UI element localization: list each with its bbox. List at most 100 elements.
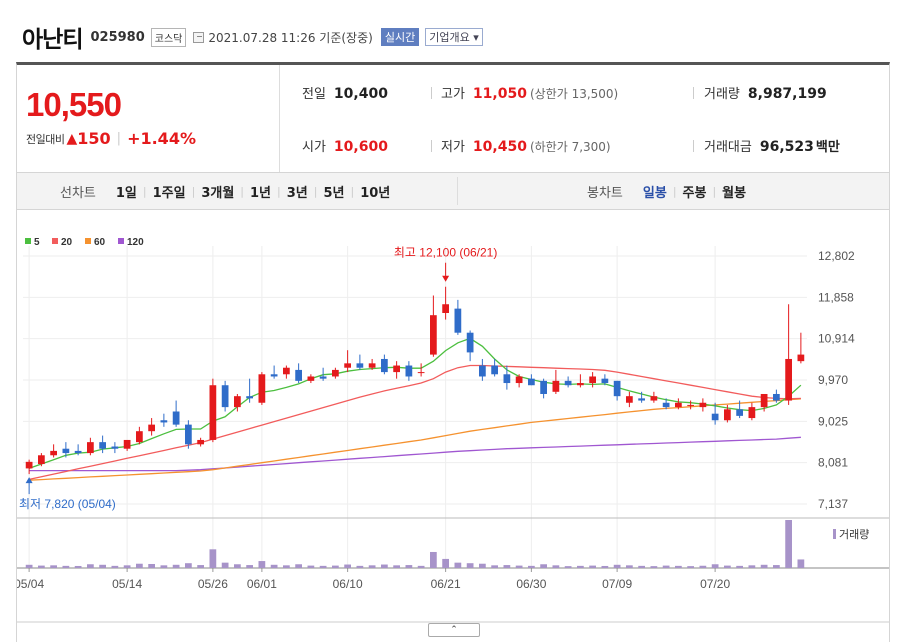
x-tick-label: 07/09 (602, 577, 632, 591)
volume-bar (430, 551, 437, 568)
company-info-button[interactable]: 기업개요 ▾ (425, 28, 483, 46)
candle-body (209, 385, 217, 440)
candle-body (503, 374, 511, 384)
candle-body (160, 420, 168, 423)
candle-body (699, 402, 707, 408)
stock-header: 아난티 025980 코스닥 2021.07.28 11:26 기준(장중) 실… (22, 22, 483, 53)
volume-bar (454, 562, 462, 568)
volume-label: 거래량 (704, 87, 740, 102)
volume-bar (601, 565, 609, 568)
market-badge: 코스닥 (150, 27, 187, 47)
volume-legend-label: 거래량 (839, 528, 869, 541)
ma5-line (28, 337, 802, 470)
y-tick-label: 8,081 (818, 456, 848, 470)
high-stat: 고가 11,050 (상한가 13,500) (441, 83, 618, 102)
candle-body (344, 363, 351, 368)
volume-bar (209, 549, 217, 568)
upper-limit: (상한가 13,500) (529, 87, 619, 101)
change-divider: | (116, 131, 122, 146)
candle-body (650, 396, 658, 401)
realtime-button[interactable]: 실시간 (380, 28, 420, 46)
volume-legend-swatch (833, 529, 836, 539)
volume-value: 8,987,199 (747, 86, 827, 102)
company-info-label: 기업개요 (429, 31, 470, 44)
quote-box: 10,550 전일대비 ▲ 150 | +1.44% 전일 10,400 고가 … (16, 62, 890, 172)
line-period-tab-4[interactable]: 3년 (286, 185, 308, 201)
volume-bar (381, 564, 388, 568)
collapse-button[interactable]: ⌃ (428, 623, 480, 637)
stock-code: 025980 (90, 29, 145, 45)
current-price: 10,550 (26, 86, 122, 123)
x-tick-label: 07/20 (700, 577, 730, 591)
volume-bar (332, 565, 339, 568)
candle-period-tab-2[interactable]: 월봉 (722, 185, 747, 201)
candle-body (258, 374, 266, 403)
volume-bar (368, 565, 376, 568)
volume-bar (405, 565, 413, 568)
y-tick-label: 12,802 (818, 249, 855, 263)
candle-body (577, 383, 584, 386)
low-label: 저가 (441, 140, 465, 155)
stat-divider (431, 87, 432, 99)
period-separator: | (313, 184, 318, 198)
ma120-line (29, 436, 801, 472)
candle-body (62, 448, 70, 454)
candle-body (797, 354, 805, 362)
candle-body (356, 363, 364, 368)
candle-period-tab-1[interactable]: 주봉 (682, 185, 707, 201)
line-period-tab-1[interactable]: 1주일 (152, 185, 186, 201)
volume-bar (638, 565, 645, 568)
high-value: 11,050 (472, 86, 527, 102)
volume-bar (613, 564, 621, 568)
volume-bar (38, 565, 45, 568)
line-period-tab-2[interactable]: 3개월 (201, 185, 235, 201)
volume-bar (687, 566, 694, 568)
y-tick-label: 7,137 (818, 497, 848, 511)
amount-stat: 거래대금 96,523 백만 (704, 136, 840, 155)
period-divider (457, 177, 458, 205)
volume-bar (540, 564, 547, 568)
candle-body (613, 380, 621, 397)
volume-bar (626, 565, 633, 568)
candle-body (564, 380, 572, 386)
candle-chart-periods: 봉차트 일봉 | 주봉 | 월봉 (587, 173, 752, 209)
volume-bar (675, 565, 682, 568)
candle-body (123, 439, 131, 449)
volume-bar (62, 565, 70, 568)
volume-bar (699, 565, 707, 568)
line-period-tab-3[interactable]: 1년 (250, 185, 272, 201)
x-tick-label: 05/14 (112, 577, 142, 591)
volume-bar (577, 565, 584, 568)
high-arrow-head (442, 275, 450, 282)
prev-close-label: 전일 (302, 87, 326, 102)
line-period-tab-6[interactable]: 10년 (360, 185, 391, 201)
candle-body (368, 363, 376, 368)
price-panel: 10,550 전일대비 ▲ 150 | +1.44% (17, 65, 280, 172)
candle-body (111, 446, 119, 449)
volume-bar (319, 565, 327, 568)
volume-bar (417, 565, 425, 568)
change-value: 150 (77, 129, 111, 148)
candle-body (393, 365, 400, 373)
volume-bar (564, 566, 572, 568)
volume-bar (785, 520, 792, 568)
volume-bar (503, 565, 511, 568)
up-triangle-icon: ▲ (66, 130, 78, 147)
volume-bar (111, 565, 119, 568)
line-period-tab-0[interactable]: 1일 (115, 185, 137, 201)
stat-divider (431, 140, 432, 152)
volume-bar (270, 564, 278, 568)
x-tick-label: 06/10 (333, 577, 363, 591)
candle-body (307, 376, 315, 381)
candle-body (185, 424, 192, 445)
candle-body (417, 372, 425, 374)
candle-period-tab-0[interactable]: 일봉 (642, 185, 667, 201)
volume-bar (50, 565, 57, 568)
candle-body (234, 396, 241, 408)
low-annotation: 최저 7,820 (05/04) (19, 497, 116, 511)
candle-body (87, 442, 94, 454)
legend-label: 5 (34, 237, 40, 248)
volume-bar (246, 565, 253, 568)
volume-bar (185, 563, 192, 568)
line-period-tab-5[interactable]: 5년 (323, 185, 345, 201)
